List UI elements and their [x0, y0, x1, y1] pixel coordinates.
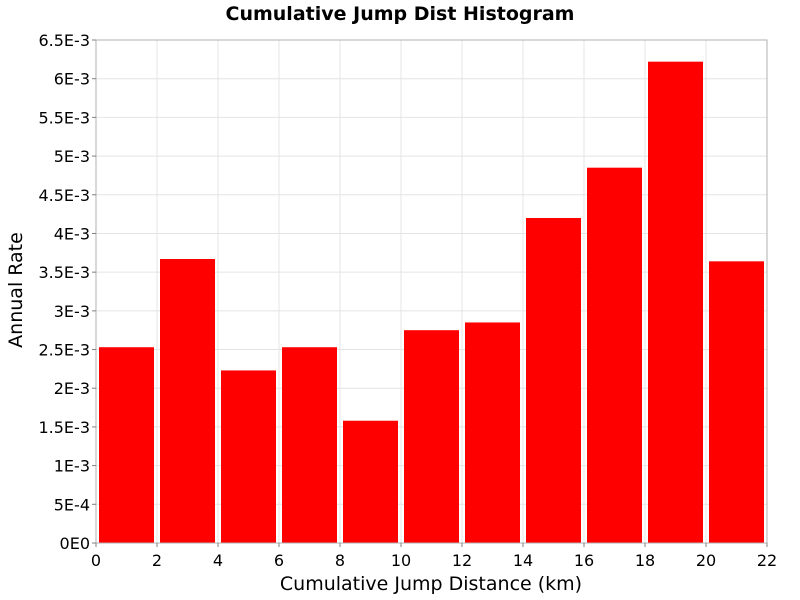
y-tick-label: 6.5E-3 [38, 31, 90, 50]
histogram-bar [587, 167, 642, 543]
y-tick-label: 5E-3 [54, 147, 90, 166]
histogram-bar [282, 347, 337, 543]
bars [99, 61, 764, 543]
histogram-bar [709, 261, 764, 543]
x-tick-label: 2 [152, 551, 162, 570]
x-tick-label: 0 [91, 551, 101, 570]
x-tick-label: 12 [452, 551, 472, 570]
histogram-bar [221, 370, 276, 543]
y-tick-label: 0E0 [60, 534, 90, 553]
y-axis-label: Annual Rate [5, 232, 27, 348]
y-tick-label: 4E-3 [54, 224, 90, 243]
chart-title: Cumulative Jump Dist Histogram [226, 3, 575, 25]
y-axis-ticks: 0E0 5E-4 1E-3 1.5E-3 2E-3 2.5E-3 3E-3 3.5E-3 4E-… [38, 31, 96, 553]
y-tick-label: 5E-4 [54, 495, 90, 514]
x-tick-label: 4 [213, 551, 223, 570]
histogram-bar [160, 258, 215, 543]
x-tick-label: 20 [696, 551, 716, 570]
y-tick-label: 1.5E-3 [38, 418, 90, 437]
histogram-bar [526, 217, 581, 543]
y-tick-label: 5.5E-3 [38, 108, 90, 127]
y-tick-label: 2E-3 [54, 379, 90, 398]
y-tick-label: 4.5E-3 [38, 186, 90, 205]
x-tick-label: 22 [757, 551, 777, 570]
histogram-bar [343, 420, 398, 543]
histogram-bar [99, 347, 154, 543]
x-axis-ticks: 0 2 4 6 8 10 12 14 16 18 20 22 [91, 543, 777, 570]
x-tick-label: 6 [274, 551, 284, 570]
y-tick-label: 2.5E-3 [38, 341, 90, 360]
histogram-bar [648, 61, 703, 543]
y-tick-label: 6E-3 [54, 70, 90, 89]
x-tick-label: 8 [335, 551, 345, 570]
y-tick-label: 3.5E-3 [38, 263, 90, 282]
x-tick-label: 14 [513, 551, 533, 570]
y-tick-label: 1E-3 [54, 457, 90, 476]
histogram-bar [465, 322, 520, 543]
x-tick-label: 16 [574, 551, 594, 570]
x-tick-label: 18 [635, 551, 655, 570]
plot-frame [95, 39, 768, 544]
x-tick-label: 10 [391, 551, 411, 570]
y-tick-label: 3E-3 [54, 302, 90, 321]
histogram-bar [404, 330, 459, 543]
x-axis-label: Cumulative Jump Distance (km) [280, 573, 582, 595]
